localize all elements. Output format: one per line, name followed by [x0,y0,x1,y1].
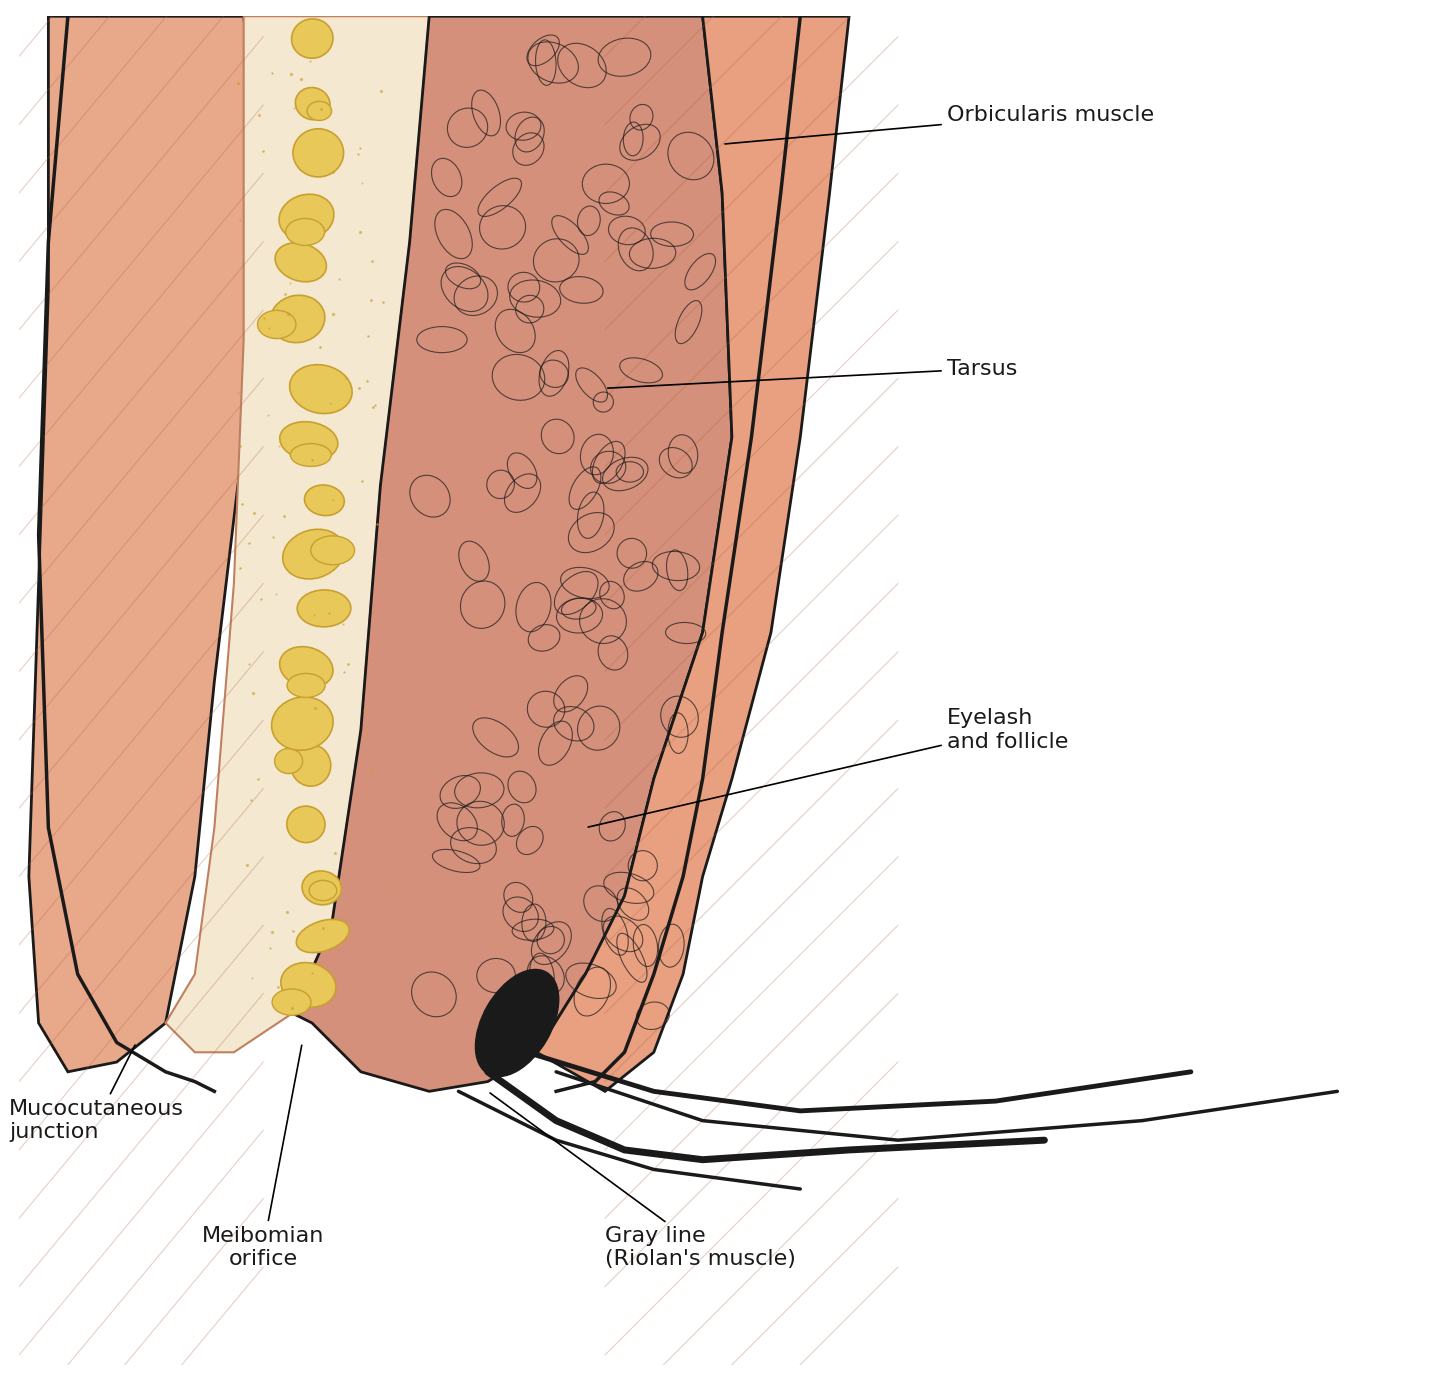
Ellipse shape [310,536,355,565]
Ellipse shape [475,969,559,1077]
Ellipse shape [304,485,345,515]
Ellipse shape [280,421,338,460]
Ellipse shape [275,243,326,282]
Ellipse shape [271,697,333,750]
Ellipse shape [290,443,332,467]
Ellipse shape [274,749,303,773]
Polygon shape [165,17,429,1052]
Text: Meibomian
orifice: Meibomian orifice [201,1045,325,1269]
Ellipse shape [307,101,332,120]
Ellipse shape [285,218,325,246]
Ellipse shape [270,296,325,342]
Text: Orbicularis muscle: Orbicularis muscle [724,105,1153,144]
Ellipse shape [301,871,342,905]
Polygon shape [536,17,849,1091]
Ellipse shape [283,529,343,579]
Ellipse shape [297,590,351,627]
Polygon shape [293,17,732,1091]
Polygon shape [29,17,264,1072]
Ellipse shape [290,365,352,413]
Ellipse shape [296,920,349,953]
Text: Mucocutaneous
junction: Mucocutaneous junction [9,1045,184,1142]
Ellipse shape [291,19,333,58]
Ellipse shape [258,311,296,338]
Ellipse shape [296,87,330,120]
Ellipse shape [280,195,333,240]
Text: Tarsus: Tarsus [607,359,1017,388]
Text: Eyelash
and follicle: Eyelash and follicle [588,708,1068,827]
Ellipse shape [291,744,330,786]
Ellipse shape [281,963,336,1007]
Ellipse shape [287,807,325,842]
Ellipse shape [272,989,312,1015]
Ellipse shape [293,128,343,177]
Ellipse shape [287,674,325,697]
Ellipse shape [309,881,336,900]
Ellipse shape [280,646,333,688]
Text: Gray line
(Riolan's muscle): Gray line (Riolan's muscle) [490,1092,796,1269]
